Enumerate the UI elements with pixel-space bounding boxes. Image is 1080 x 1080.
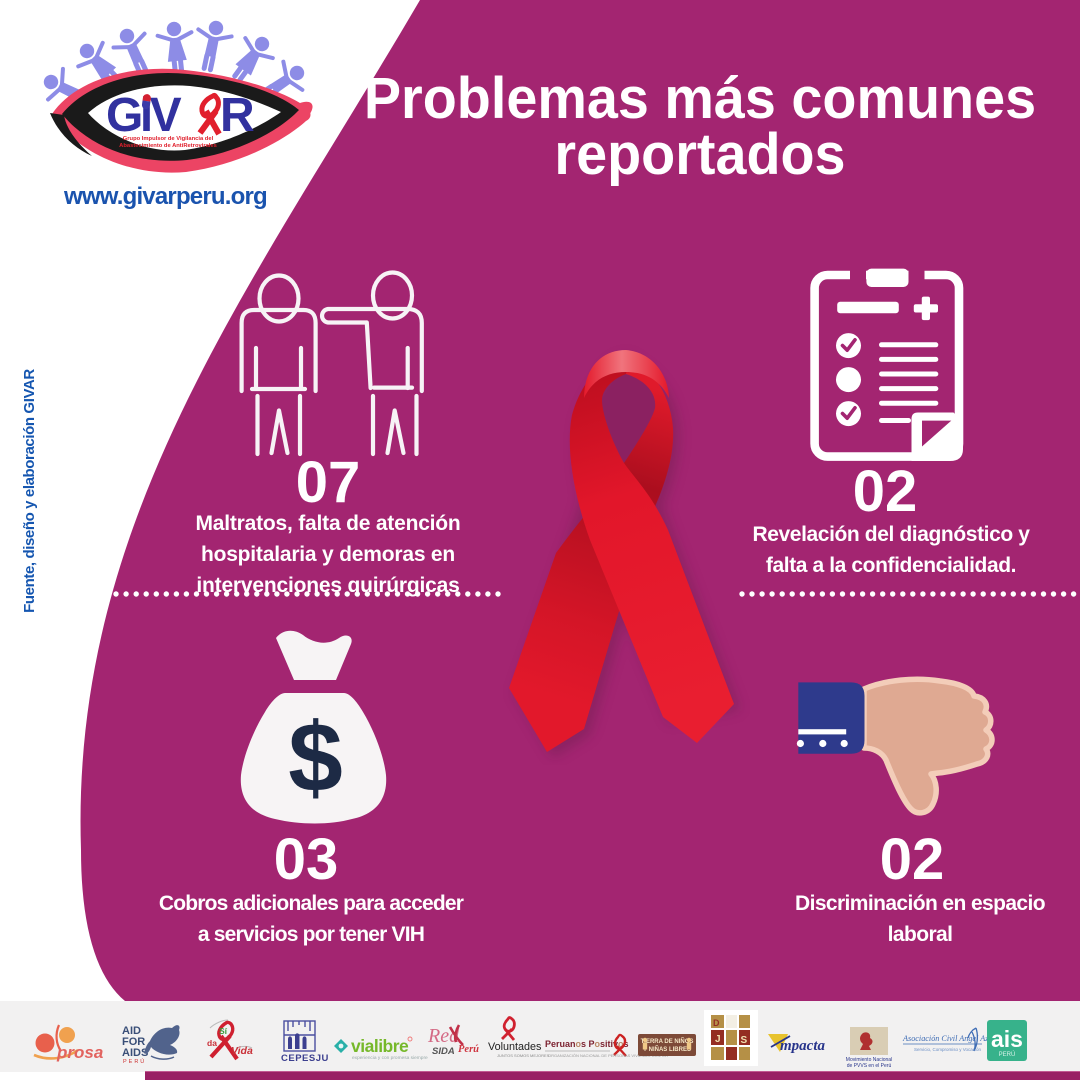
svg-text:vialibre: vialibre — [351, 1036, 409, 1056]
svg-text:SIDA: SIDA — [432, 1046, 455, 1057]
svg-text:$: $ — [288, 702, 343, 812]
svg-text:CEPESJU: CEPESJU — [281, 1053, 329, 1064]
svg-text:Movimiento Nacional: Movimiento Nacional — [846, 1057, 892, 1063]
svg-text:AIDS: AIDS — [122, 1047, 148, 1059]
svg-text:da: da — [207, 1038, 217, 1048]
svg-text:Vida: Vida — [231, 1045, 253, 1057]
svg-text:R: R — [220, 89, 255, 142]
svg-text:Servicio, Compromiso y Vocació: Servicio, Compromiso y Vocación — [914, 1047, 982, 1052]
svg-text:Y NIÑAS LIBRES: Y NIÑAS LIBRES — [643, 1046, 691, 1053]
svg-text:J: J — [715, 1034, 721, 1045]
svg-text:PERÚ: PERÚ — [123, 1058, 146, 1065]
svg-text:TIERRA DE NIÑOS: TIERRA DE NIÑOS — [641, 1038, 694, 1045]
svg-text:AID: AID — [122, 1025, 141, 1037]
svg-text:Grupo Impulsor de Vigilancia d: Grupo Impulsor de Vigilancia del — [123, 136, 214, 142]
svg-text:Asociación Civil Angel Azul: Asociación Civil Angel Azul — [902, 1034, 996, 1043]
svg-text:prosa: prosa — [56, 1043, 103, 1062]
svg-text:Peruanos Positivos: Peruanos Positivos — [545, 1039, 629, 1049]
svg-text:Abastecimiento de AntiRetrovir: Abastecimiento de AntiRetrovirales — [119, 143, 217, 149]
svg-text:JUNTOS SOMOS MEJORES: JUNTOS SOMOS MEJORES — [497, 1053, 550, 1058]
svg-text:Sí: Sí — [219, 1026, 228, 1036]
svg-text:experiencia y con promesa siem: experiencia y con promesa siempre — [352, 1055, 428, 1061]
svg-text:FOR: FOR — [122, 1036, 145, 1048]
svg-text:S: S — [741, 1035, 748, 1046]
svg-text:ais: ais — [991, 1026, 1023, 1052]
svg-text:PERÚ: PERÚ — [999, 1051, 1016, 1058]
svg-text:Voluntades: Voluntades — [488, 1041, 542, 1053]
svg-text:de PVVS en el Perú: de PVVS en el Perú — [847, 1063, 892, 1069]
svg-text:mpacta: mpacta — [780, 1038, 825, 1054]
svg-text:ORGANIZACIÓN NACIONAL DE PERSO: ORGANIZACIÓN NACIONAL DE PERSONAS VIVIEN… — [548, 1053, 668, 1058]
svg-text:D: D — [713, 1018, 720, 1028]
svg-text:Perú: Perú — [458, 1044, 479, 1055]
